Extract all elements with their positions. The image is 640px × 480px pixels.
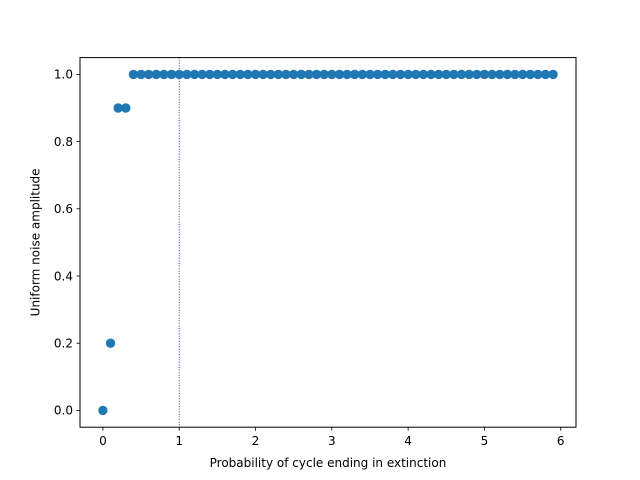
data-point bbox=[288, 69, 299, 80]
data-point bbox=[327, 69, 337, 80]
data-point bbox=[418, 69, 429, 80]
y-tick-label: 0.8 bbox=[54, 135, 73, 149]
data-point bbox=[273, 69, 284, 80]
data-point bbox=[411, 69, 421, 80]
data-point bbox=[472, 69, 482, 80]
data-point bbox=[449, 69, 459, 80]
x-axis: 0 1 2 3 4 5 6 bbox=[99, 427, 565, 448]
x-tick-label: 1 bbox=[175, 434, 183, 448]
data-point bbox=[441, 69, 451, 80]
data-point bbox=[540, 69, 551, 80]
data-point bbox=[342, 69, 352, 80]
data-point bbox=[357, 69, 368, 80]
x-tick-label: 2 bbox=[252, 434, 260, 448]
data-point bbox=[227, 69, 238, 80]
data-point bbox=[304, 69, 314, 80]
data-point bbox=[433, 69, 444, 80]
data-point bbox=[166, 69, 177, 80]
data-point bbox=[258, 69, 268, 80]
y-tick-label: 0.6 bbox=[54, 202, 73, 216]
data-point bbox=[98, 405, 108, 416]
data-point bbox=[151, 69, 162, 80]
data-point bbox=[189, 69, 200, 80]
data-point bbox=[105, 338, 116, 348]
data-point bbox=[182, 69, 192, 80]
data-point bbox=[479, 69, 490, 80]
x-tick-label: 5 bbox=[481, 434, 489, 448]
y-axis: 0.0 0.2 0.4 0.6 0.8 1.0 bbox=[54, 68, 80, 418]
data-point bbox=[494, 69, 505, 80]
data-point bbox=[220, 69, 230, 80]
data-point bbox=[136, 69, 146, 80]
y-tick-label: 1.0 bbox=[54, 68, 73, 82]
x-tick-label: 3 bbox=[328, 434, 336, 448]
data-point bbox=[426, 69, 436, 80]
data-point bbox=[281, 69, 291, 80]
data-point bbox=[388, 69, 398, 80]
y-axis-label: Uniform noise amplitude bbox=[29, 168, 43, 316]
x-tick-label: 6 bbox=[557, 434, 565, 448]
x-tick-label: 0 bbox=[99, 434, 107, 448]
data-point bbox=[456, 69, 467, 80]
axes-frame bbox=[79, 57, 577, 428]
y-tick-label: 0.2 bbox=[54, 337, 73, 351]
x-axis-label: Probability of cycle ending in extinctio… bbox=[210, 456, 447, 470]
data-point bbox=[235, 69, 245, 80]
data-point bbox=[197, 69, 207, 80]
data-point bbox=[525, 69, 535, 80]
data-point bbox=[510, 69, 520, 80]
data-point bbox=[350, 69, 360, 80]
data-point bbox=[502, 69, 513, 80]
data-point bbox=[334, 69, 345, 80]
data-point bbox=[212, 69, 223, 80]
data-point bbox=[205, 69, 215, 80]
data-point bbox=[311, 69, 322, 80]
data-point bbox=[159, 69, 169, 80]
x-tick-label: 4 bbox=[404, 434, 412, 448]
data-point bbox=[395, 69, 406, 80]
data-point bbox=[487, 69, 497, 80]
data-point bbox=[121, 103, 131, 113]
y-tick-label: 0.4 bbox=[54, 269, 73, 283]
data-point bbox=[174, 69, 184, 80]
data-point bbox=[319, 69, 329, 80]
data-point bbox=[113, 103, 123, 113]
data-point bbox=[380, 69, 390, 80]
data-point bbox=[464, 69, 474, 80]
data-point bbox=[243, 69, 253, 80]
data-point bbox=[548, 69, 558, 80]
data-point bbox=[365, 69, 375, 80]
data-point bbox=[372, 69, 383, 80]
data-point bbox=[517, 69, 528, 80]
data-point bbox=[403, 69, 413, 80]
data-point bbox=[143, 69, 154, 80]
data-point bbox=[250, 69, 261, 80]
data-point bbox=[296, 69, 306, 80]
data-point bbox=[266, 69, 276, 80]
plot-area bbox=[98, 57, 558, 428]
data-point bbox=[128, 69, 139, 80]
y-tick-label: 0.0 bbox=[54, 404, 73, 418]
data-point bbox=[533, 69, 543, 80]
